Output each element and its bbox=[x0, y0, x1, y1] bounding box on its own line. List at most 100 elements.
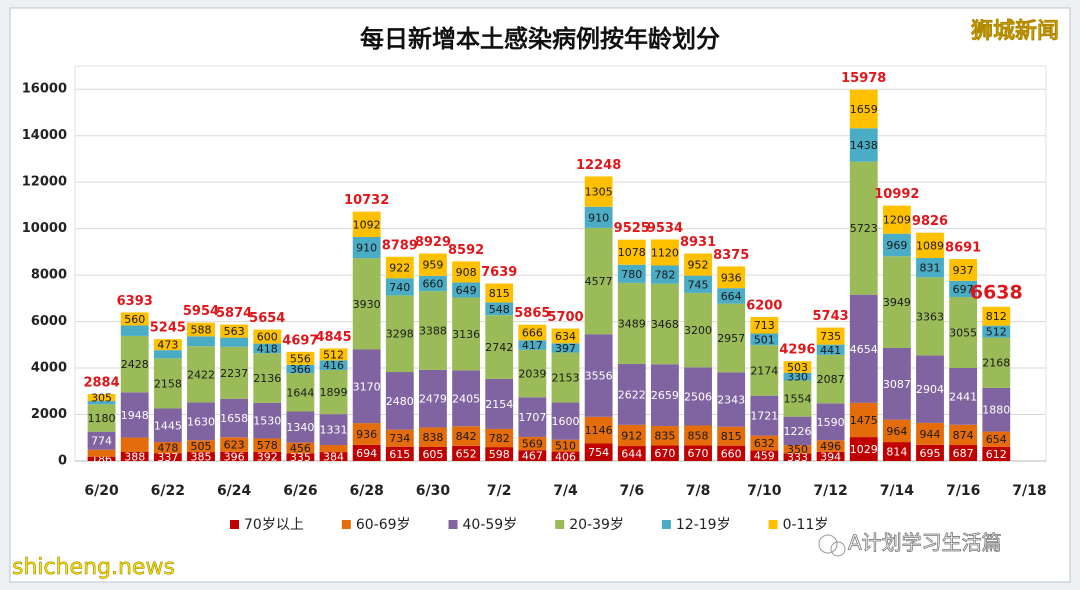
bar-segment bbox=[949, 280, 978, 298]
total-label: 9534 bbox=[647, 221, 683, 236]
data-label: 473 bbox=[157, 339, 178, 352]
bar-segment bbox=[352, 237, 381, 259]
data-label: 649 bbox=[456, 284, 477, 297]
data-label: 959 bbox=[422, 259, 443, 272]
bar-segment bbox=[650, 239, 679, 266]
bar-segment bbox=[352, 258, 381, 350]
legend-label: 20-39岁 bbox=[569, 517, 624, 533]
bar-segment bbox=[352, 423, 381, 445]
data-label: 510 bbox=[555, 440, 576, 453]
data-label: 556 bbox=[290, 352, 311, 365]
data-label: 910 bbox=[588, 211, 609, 224]
data-label: 1475 bbox=[850, 414, 878, 427]
total-label: 5874 bbox=[216, 306, 252, 321]
data-label: 396 bbox=[224, 450, 245, 463]
bar-segment bbox=[87, 404, 116, 432]
bar-segment bbox=[783, 453, 812, 461]
data-label: 2422 bbox=[187, 368, 215, 381]
data-label: 4654 bbox=[850, 343, 878, 356]
y-tick-label: 10000 bbox=[22, 221, 67, 236]
bar-segment bbox=[717, 288, 746, 304]
bar-segment bbox=[783, 380, 812, 417]
bar-segment bbox=[485, 447, 514, 461]
data-label: 912 bbox=[621, 429, 642, 442]
bar-segment bbox=[153, 408, 182, 443]
data-label: 1554 bbox=[783, 393, 811, 406]
legend-swatch bbox=[768, 520, 778, 529]
bar-segment bbox=[982, 306, 1011, 326]
total-label: 5245 bbox=[150, 321, 186, 336]
bar-segment bbox=[949, 424, 978, 446]
data-label: 944 bbox=[920, 428, 941, 441]
x-tick-label: 7/2 bbox=[487, 483, 512, 499]
data-label: 964 bbox=[886, 425, 907, 438]
data-label: 397 bbox=[555, 342, 576, 355]
data-label: 952 bbox=[688, 259, 709, 272]
data-label: 1226 bbox=[783, 425, 811, 438]
bar-segment bbox=[153, 350, 182, 359]
watermark: shicheng.news bbox=[12, 555, 175, 580]
data-label: 3170 bbox=[353, 380, 381, 393]
bar-segment bbox=[684, 275, 712, 293]
bar-segment bbox=[120, 451, 149, 461]
bar-segment bbox=[684, 367, 712, 426]
data-label: 1721 bbox=[750, 410, 778, 423]
bar-segment bbox=[551, 343, 580, 353]
bar-segment bbox=[551, 352, 580, 403]
legend-label: 40-59岁 bbox=[463, 517, 518, 533]
data-label: 815 bbox=[721, 430, 742, 443]
data-label: 936 bbox=[721, 271, 742, 284]
bar-segment bbox=[617, 282, 646, 364]
data-label: 654 bbox=[986, 433, 1007, 446]
total-label: 6638 bbox=[970, 281, 1023, 303]
data-label: 910 bbox=[356, 242, 377, 255]
data-label: 588 bbox=[190, 323, 211, 336]
total-label: 8592 bbox=[448, 243, 484, 258]
data-label: 644 bbox=[621, 448, 642, 461]
data-label: 632 bbox=[754, 437, 775, 450]
bar-segment bbox=[187, 322, 215, 337]
data-label: 874 bbox=[953, 429, 974, 442]
data-label: 660 bbox=[422, 277, 443, 290]
bar-segment bbox=[518, 436, 547, 451]
data-label: 1880 bbox=[982, 404, 1010, 417]
bar-segment bbox=[916, 232, 944, 258]
bar-segment bbox=[253, 438, 282, 452]
bar-segment bbox=[452, 445, 481, 461]
total-label: 4845 bbox=[315, 330, 351, 345]
data-label: 3930 bbox=[353, 298, 381, 311]
data-label: 3087 bbox=[883, 378, 911, 391]
y-tick-label: 6000 bbox=[31, 314, 67, 329]
data-label: 1899 bbox=[320, 386, 348, 399]
total-label: 4296 bbox=[779, 343, 815, 358]
bar-segment bbox=[120, 437, 149, 452]
bar-segment bbox=[253, 451, 282, 461]
bar-segment bbox=[419, 275, 447, 292]
data-label: 3298 bbox=[386, 328, 414, 341]
wechat-icon bbox=[830, 541, 846, 557]
y-tick-label: 4000 bbox=[31, 361, 67, 376]
bar-segment bbox=[783, 372, 812, 381]
bar-segment bbox=[849, 294, 878, 403]
bar-segment bbox=[982, 387, 1011, 432]
bar-segment bbox=[153, 442, 182, 454]
data-label: 670 bbox=[688, 447, 709, 460]
bar-segment bbox=[584, 176, 613, 207]
x-tick-label: 6/24 bbox=[217, 483, 252, 499]
total-label: 5654 bbox=[249, 311, 285, 326]
total-label: 6200 bbox=[746, 298, 782, 313]
bar-segment bbox=[816, 451, 845, 461]
data-label: 406 bbox=[555, 450, 576, 463]
bar-segment bbox=[286, 453, 315, 461]
bar-segment bbox=[419, 446, 447, 461]
data-label: 2904 bbox=[916, 383, 944, 396]
data-label: 384 bbox=[323, 451, 344, 464]
bar-segment bbox=[849, 402, 878, 438]
data-label: 333 bbox=[787, 451, 808, 464]
bar-segment bbox=[882, 442, 911, 461]
data-label: 3489 bbox=[618, 317, 646, 330]
y-tick-label: 14000 bbox=[22, 128, 67, 143]
total-label: 10732 bbox=[344, 193, 389, 208]
data-label: 623 bbox=[224, 439, 245, 452]
legend-swatch bbox=[448, 520, 458, 529]
